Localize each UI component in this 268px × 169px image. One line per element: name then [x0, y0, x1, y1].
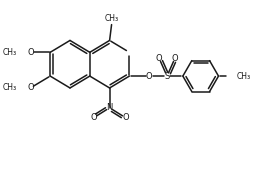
Text: CH₃: CH₃	[236, 72, 250, 81]
Text: CH₃: CH₃	[2, 48, 17, 57]
Text: N: N	[106, 103, 113, 112]
Text: O: O	[27, 48, 34, 57]
Text: O: O	[90, 113, 97, 122]
Text: O: O	[156, 54, 162, 63]
Text: O: O	[122, 113, 129, 122]
Text: CH₃: CH₃	[105, 14, 119, 23]
Text: O: O	[172, 54, 178, 63]
Text: O: O	[146, 72, 152, 81]
Text: O: O	[27, 83, 34, 92]
Text: CH₃: CH₃	[2, 83, 17, 92]
Text: S: S	[164, 72, 170, 81]
